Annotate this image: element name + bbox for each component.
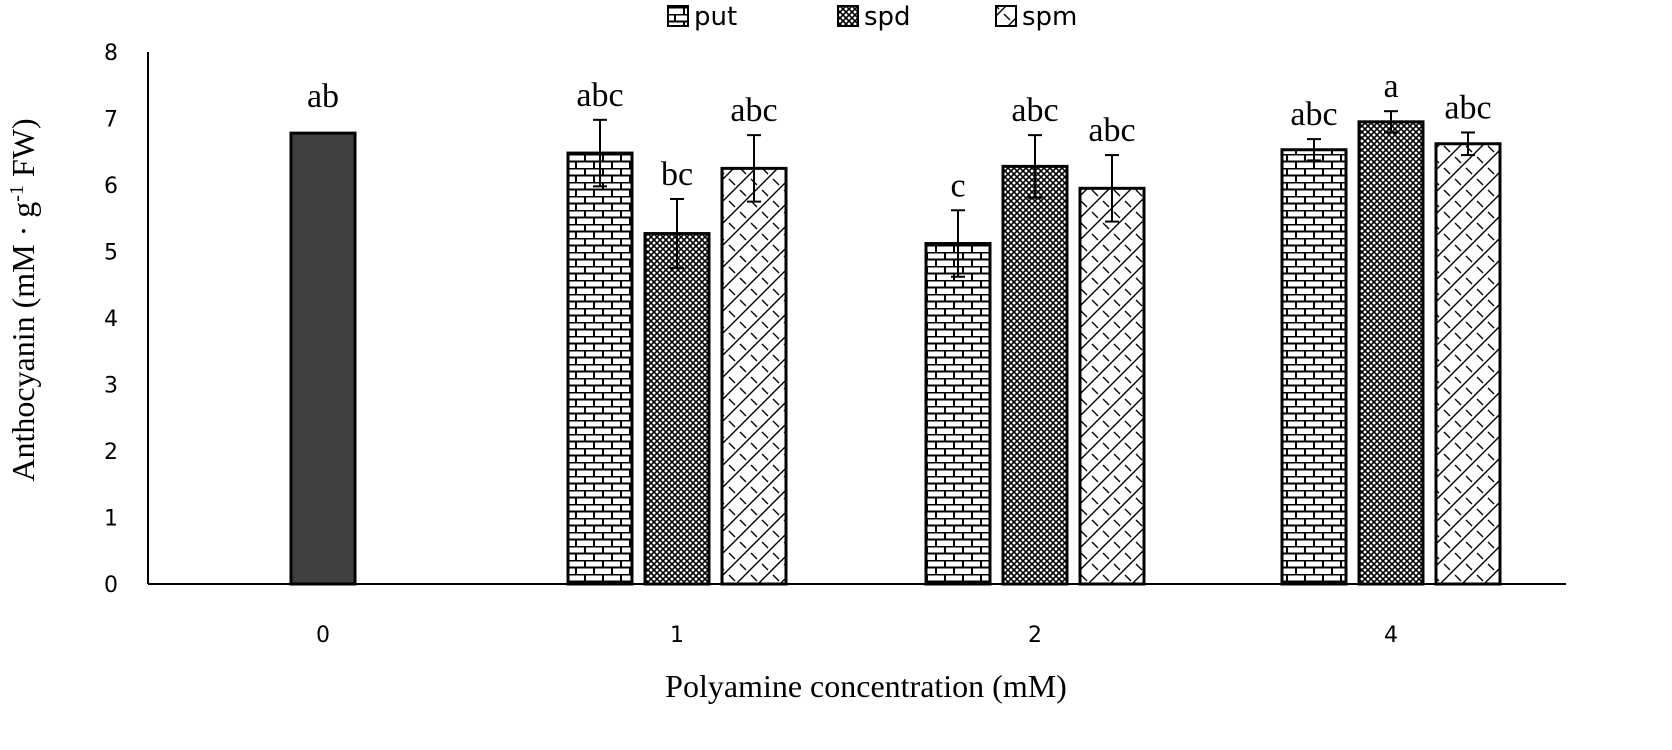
bar-control-0 [289,131,357,586]
error-bar [1461,131,1475,157]
error-bar [593,118,607,188]
significance-label: ab [307,78,339,115]
legend-swatch-spm [995,5,1017,27]
significance-label: abc [576,77,623,114]
legend-label-spm: spm [1022,2,1077,32]
y-axis-title-main: Anthocyanin (mM · g [5,202,41,482]
significance-label: abc [1444,89,1491,126]
x-tick-labels: 0 1 2 4 [316,623,1398,648]
legend-label-spd: spd [864,2,911,32]
legend: put spd spm [667,2,1077,32]
significance-label: c [950,167,965,204]
bar-spd-4 [1357,120,1425,586]
y-tick-label: 4 [104,307,118,332]
legend-swatch-spd [837,5,859,27]
y-tick-label: 1 [104,507,118,532]
bar-spm-1 [720,166,788,586]
x-tick-label: 2 [1028,623,1042,648]
error-bar [951,209,965,278]
significance-label: abc [730,92,777,129]
legend-label-put: put [694,2,737,32]
y-tick-label: 7 [104,108,118,133]
significance-label: abc [1290,96,1337,133]
y-tick-label: 6 [104,174,118,199]
y-axis-title: Anthocyanin (mM · g-1 FW) [5,118,41,481]
x-tick-label: 0 [316,623,330,648]
y-axis-title-superscript: -1 [6,185,28,202]
error-bar [1384,110,1398,134]
legend-item-put: put [667,2,737,32]
y-tick-label: 5 [104,241,118,266]
y-tick-labels: 0 1 2 3 4 5 6 7 8 [104,41,118,598]
error-bar [1028,134,1042,199]
significance-label: abc [1088,112,1135,149]
legend-swatch-put [667,5,689,27]
bar-put-4 [1280,148,1348,586]
significance-label: bc [661,156,693,193]
legend-item-spm: spm [995,2,1077,32]
significance-label: abc [1011,92,1058,129]
y-axis-title-end: FW) [5,118,41,185]
bar-spm-4 [1434,142,1502,586]
bar-spd-2 [1001,164,1069,586]
legend-item-spd: spd [837,2,911,32]
bar-put-2 [924,242,992,586]
y-tick-label: 0 [104,573,118,598]
x-tick-label: 1 [670,623,684,648]
error-bar [1105,154,1119,223]
y-tick-label: 8 [104,41,118,66]
error-bar [747,134,761,203]
error-bar [1307,138,1321,162]
bar-put-1 [566,151,634,586]
bar-spm-2 [1078,186,1146,586]
x-tick-label: 4 [1384,623,1398,648]
bar-spd-1 [643,232,711,586]
error-bar [670,197,684,270]
y-tick-label: 3 [104,374,118,399]
x-axis-title: Polyamine concentration (mM) [665,668,1067,704]
significance-label: a [1383,68,1398,105]
y-tick-label: 2 [104,440,118,465]
